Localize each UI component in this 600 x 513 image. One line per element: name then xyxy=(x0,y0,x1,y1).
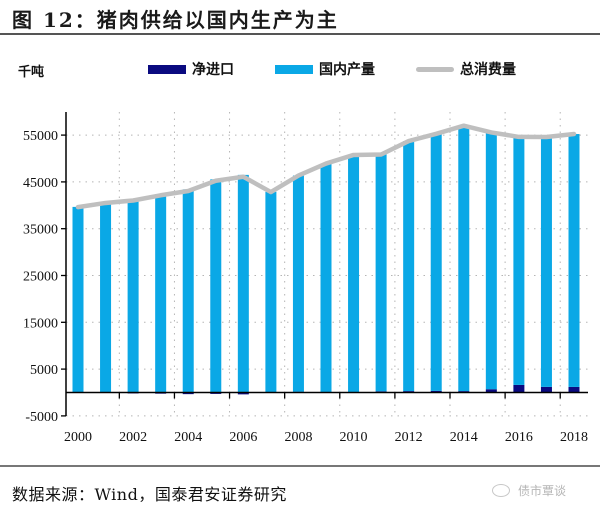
legend-item-domestic: 国内产量 xyxy=(275,59,375,79)
x-tick-labels: 2000 2002 2004 2006 2008 2010 2012 2014 2016 2018 xyxy=(64,430,588,445)
figure-title: 图 12：猪肉供给以国内生产为主 xyxy=(12,8,339,32)
bar-domestic-2006 xyxy=(237,174,249,393)
bar-domestic-2000 xyxy=(72,206,84,393)
legend-swatch-net-import xyxy=(148,64,186,74)
y-tick-label: 5000 xyxy=(30,363,58,378)
total-consumption-line xyxy=(75,123,577,210)
x-tick-label: 2018 xyxy=(560,430,588,445)
bar-domestic-2009 xyxy=(320,163,332,393)
y-tick-label: 35000 xyxy=(23,223,58,238)
bar-net-import-2013 xyxy=(430,390,442,393)
data-source-note: 数据来源：Wind，国泰君安证券研究 xyxy=(12,485,287,504)
bar-domestic-2018 xyxy=(568,134,580,387)
x-tick-label: 2002 xyxy=(119,430,147,445)
bar-domestic-2012 xyxy=(403,141,415,392)
bar-domestic-2015 xyxy=(485,132,497,390)
bar-domestic-2016 xyxy=(513,136,525,385)
bar-domestic-2008 xyxy=(292,175,304,392)
bar-net-import-2016 xyxy=(513,384,525,393)
legend-swatch-domestic xyxy=(275,64,313,74)
bar-domestic-2002 xyxy=(127,199,139,393)
legend-swatch-total xyxy=(416,66,454,72)
y-tick-labels: -5000 5000 15000 25000 35000 45000 55000 xyxy=(23,129,58,425)
y-axis-unit-label: 千吨 xyxy=(18,65,45,80)
bar-net-import-2015 xyxy=(485,389,497,393)
title-divider xyxy=(0,33,600,35)
bar-domestic-2017 xyxy=(540,136,552,387)
x-tick-label: 2006 xyxy=(229,430,257,445)
bar-domestic-2007 xyxy=(265,191,277,393)
footer-divider xyxy=(0,465,600,467)
legend-label-net-import: 净进口 xyxy=(192,62,234,78)
x-tick-label: 2014 xyxy=(450,430,478,445)
y-tick-label: -5000 xyxy=(25,410,58,425)
y-tick-label: 25000 xyxy=(23,270,58,285)
x-tick-label: 2012 xyxy=(395,430,423,445)
x-tick-label: 2010 xyxy=(340,430,368,445)
wechat-icon xyxy=(492,484,510,497)
bar-domestic-2001 xyxy=(100,202,112,393)
legend-label-domestic: 国内产量 xyxy=(319,62,375,78)
bar-domestic-2003 xyxy=(155,194,167,393)
y-tick-label: 45000 xyxy=(23,176,58,191)
bar-domestic-2014 xyxy=(458,125,470,392)
bar-domestic-2011 xyxy=(375,154,387,392)
axes xyxy=(61,112,588,417)
x-tick-label: 2016 xyxy=(505,430,533,445)
bar-domestic-2005 xyxy=(210,179,222,393)
legend-item-net-import: 净进口 xyxy=(148,59,234,79)
watermark: 债市覃谈 xyxy=(492,482,566,499)
y-tick-label: 15000 xyxy=(23,316,58,331)
x-tick-label: 2008 xyxy=(284,430,312,445)
bar-net-import-2006 xyxy=(237,392,249,395)
bar-net-import-2004 xyxy=(182,392,194,395)
legend-label-total: 总消费量 xyxy=(460,62,516,78)
legend-item-total: 总消费量 xyxy=(416,59,516,79)
bar-net-import-2018 xyxy=(568,386,580,393)
x-tick-label: 2000 xyxy=(64,430,92,445)
watermark-text: 债市覃谈 xyxy=(518,484,567,498)
y-tick-label: 55000 xyxy=(23,129,58,144)
bar-domestic-2010 xyxy=(348,154,360,393)
x-tick-label: 2004 xyxy=(174,430,202,445)
bar-domestic-2013 xyxy=(430,133,442,391)
bar-domestic-2004 xyxy=(182,189,194,393)
bar-net-import-2017 xyxy=(540,386,552,393)
